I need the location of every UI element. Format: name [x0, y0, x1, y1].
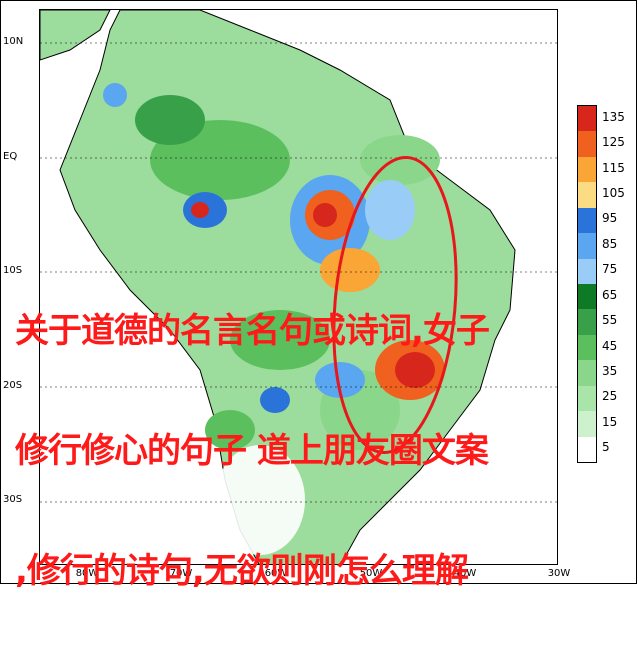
green-patch [135, 95, 205, 145]
lon-label-40w: 40W [453, 568, 477, 579]
dry-region [215, 445, 305, 555]
colorbar-label: 25 [602, 389, 618, 404]
heavy-rain-patch [320, 248, 380, 292]
heavy-rain-patch [313, 203, 337, 227]
blue-patch [103, 83, 127, 107]
colorbar-swatch [578, 284, 596, 310]
colorbar-label: 125 [602, 135, 625, 150]
lat-label-10s: 10S [3, 265, 23, 276]
lat-label-eq: EQ [3, 151, 18, 162]
colorbar-swatch [578, 207, 596, 234]
colorbar-swatch [578, 411, 596, 437]
heavy-rain-patch [191, 202, 209, 218]
colorbar [577, 105, 597, 463]
green-patch [230, 310, 330, 370]
colorbar-swatch [578, 436, 596, 462]
lon-label-50w: 50W [359, 568, 383, 579]
colorbar-swatch [578, 131, 596, 157]
graticule [40, 42, 557, 503]
central-america-land [40, 10, 111, 61]
colorbar-swatch [578, 258, 596, 284]
lon-label-70w: 70W [169, 568, 193, 579]
colorbar-swatch [578, 309, 596, 335]
colorbar-label: 135 [602, 109, 625, 124]
colorbar-label: 65 [602, 287, 618, 302]
lon-label-60w: 60W [264, 568, 288, 579]
colorbar-swatch [578, 334, 596, 361]
lat-label-10n: 10N [3, 36, 24, 47]
blue-patch [315, 362, 365, 398]
lon-label-80w: 80W [75, 568, 99, 579]
green-patch [205, 410, 255, 450]
colorbar-swatch [578, 233, 596, 259]
precipitation-map [39, 9, 558, 565]
lat-label-20s: 20S [3, 380, 23, 391]
colorbar-swatch [578, 156, 596, 183]
heavy-rain-patch [395, 352, 435, 388]
colorbar-label: 85 [602, 236, 618, 251]
colorbar-swatch [578, 385, 596, 412]
blue-patch [365, 180, 415, 240]
map-graphic [40, 10, 557, 564]
lon-label-30w: 30W [547, 568, 571, 579]
colorbar-label: 35 [602, 364, 618, 378]
colorbar-label: 105 [602, 186, 625, 200]
colorbar-swatch [578, 360, 596, 386]
highlight-ellipse [332, 155, 458, 455]
lat-label-30s: 30S [3, 494, 23, 505]
colorbar-swatch [578, 182, 596, 208]
colorbar-label: 45 [602, 338, 618, 353]
figure-frame: 10N EQ 10S 20S 30S 80W 70W 60W 50W 40W 3… [0, 0, 637, 591]
colorbar-label: 55 [602, 313, 618, 328]
colorbar-label: 15 [602, 414, 618, 429]
colorbar-label: 95 [602, 211, 618, 226]
colorbar-swatch [578, 106, 596, 132]
green-patch [360, 135, 440, 185]
blue-patch [260, 387, 290, 413]
colorbar-label: 115 [602, 160, 625, 175]
colorbar-label: 75 [602, 262, 618, 277]
colorbar-label: 5 [602, 440, 610, 455]
